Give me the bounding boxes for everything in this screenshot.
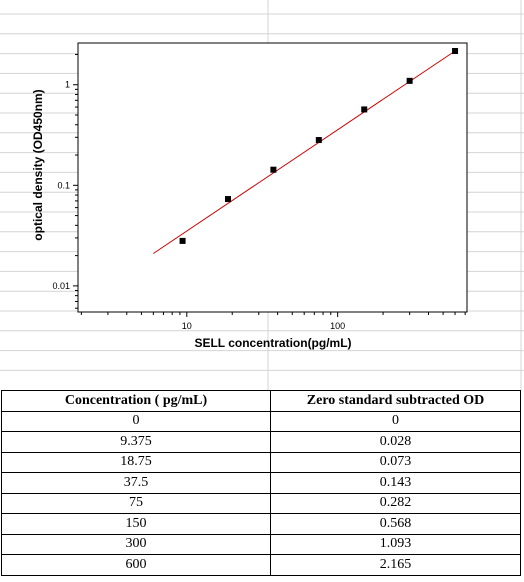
x-tick-label: 100: [330, 321, 345, 331]
y-tick-label: 1: [65, 80, 70, 90]
data-point: [179, 237, 186, 244]
cell-od: 0: [270, 410, 521, 432]
x-axis-title: SELL concentration(pg/mL): [194, 336, 351, 350]
y-tick-label: 0.1: [57, 180, 70, 190]
fit-line-group: [153, 50, 456, 254]
header-od: Zero standard subtracted OD: [270, 390, 521, 412]
cell-od: 2.165: [270, 554, 521, 576]
cell-od: 0.143: [270, 472, 521, 494]
table-row: 18.75 0.073: [1, 451, 521, 473]
x-tick-label: 10: [182, 321, 192, 331]
cell-concentration: 0: [1, 410, 271, 432]
data-point: [406, 77, 413, 84]
data-point: [361, 106, 368, 113]
data-point: [224, 196, 231, 203]
cell-od: 0.282: [270, 492, 521, 514]
data-points-group: [179, 47, 459, 244]
plot-area: [77, 42, 468, 313]
cell-concentration: 150: [1, 513, 271, 535]
cell-od: 1.093: [270, 533, 521, 555]
chart-axes: 10 100 0.01 0.1 1: [52, 42, 468, 331]
cell-concentration: 75: [1, 492, 271, 514]
table-row: 300 1.093: [1, 533, 521, 555]
data-point: [452, 47, 459, 54]
y-axis-title: optical density (OD450nm): [31, 89, 45, 240]
cell-concentration: 300: [1, 533, 271, 555]
table-row: 75 0.282: [1, 492, 521, 514]
fit-line: [153, 50, 456, 254]
cell-od: 0.568: [270, 513, 521, 535]
data-point: [270, 166, 277, 173]
cell-concentration: 9.375: [1, 431, 271, 453]
table-row: 150 0.568: [1, 513, 521, 535]
data-point: [315, 137, 322, 144]
header-concentration: Concentration ( pg/mL): [1, 390, 271, 412]
cell-od: 0.073: [270, 451, 521, 473]
cell-concentration: 18.75: [1, 451, 271, 473]
table-row: 600 2.165: [1, 554, 521, 576]
table-row: 9.375 0.028: [1, 431, 521, 453]
cell-concentration: 37.5: [1, 472, 271, 494]
cell-concentration: 600: [1, 554, 271, 576]
table-header-row: Concentration ( pg/mL) Zero standard sub…: [1, 390, 521, 412]
y-tick-label: 0.01: [52, 281, 70, 291]
table-row: 37.5 0.143: [1, 472, 521, 494]
cell-od: 0.028: [270, 431, 521, 453]
concentration-table: Concentration ( pg/mL) Zero standard sub…: [1, 390, 521, 576]
